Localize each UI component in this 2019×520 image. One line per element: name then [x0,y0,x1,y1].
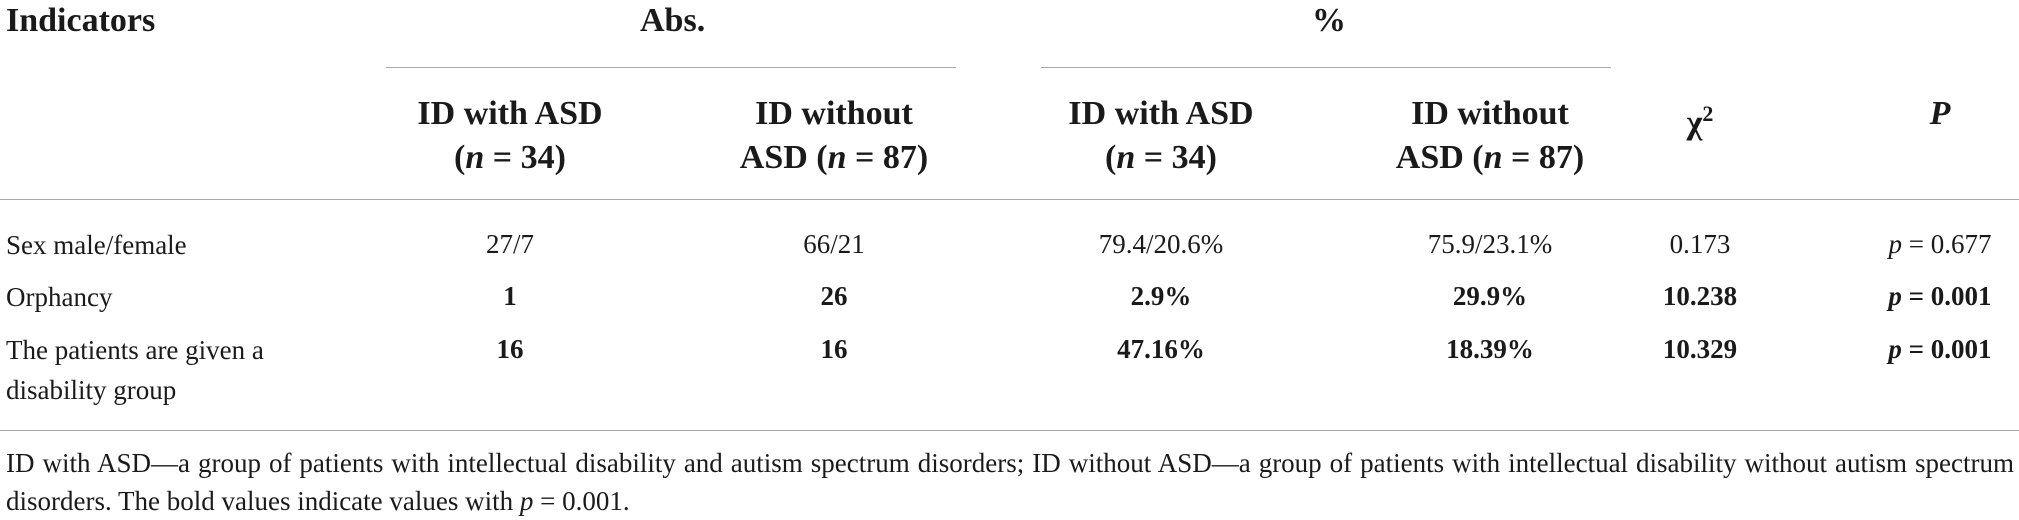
cell-disability-abs-noasd: 16 [820,334,848,364]
col-header-abs-asd-paren: ( [454,139,466,176]
col-header-abs-noasd: ID without ASD (n = 87) [684,92,984,180]
header-abs: Abs. [640,2,706,39]
col-header-abs-asd-n: n [465,139,485,176]
col-header-abs-noasd-prefix: ASD ( [739,139,828,176]
cell-orphancy-pct-asd: 2.9% [1130,281,1192,311]
col-header-pct-asd-count: = 34) [1135,139,1217,176]
col-header-abs-asd: ID with ASD (n = 34) [360,92,660,180]
table-bottom-rule [0,430,2019,431]
chi-symbol: χ [1686,104,1703,142]
cell-sex-pct-asd: 79.4/20.6% [1098,229,1224,259]
footnote-text: ID with ASD—a group of patients with int… [6,448,2014,516]
cell-disability-pct-noasd: 18.39% [1446,334,1534,364]
col-header-abs-asd-count: = 34) [484,139,566,176]
col-header-pct-noasd-line1: ID without [1411,95,1569,132]
row-label-sex: Sex male/female [6,230,187,260]
table-footnote: ID with ASD—a group of patients with int… [6,444,2014,520]
col-header-pct-asd-paren: ( [1105,139,1117,176]
col-header-pct-noasd-count: = 87) [1502,139,1585,176]
row-label-orphancy: Orphancy [6,282,113,312]
abs-group-rule [386,67,956,68]
cell-sex-chi2: 0.173 [1669,229,1731,259]
cell-sex-abs-noasd: 66/21 [803,229,865,259]
col-header-pct-asd: ID with ASD (n = 34) [1011,92,1311,180]
col-header-pct-asd-line1: ID with ASD [1068,95,1254,132]
cell-orphancy-pct-noasd: 29.9% [1452,281,1528,311]
cell-disability-p-symbol: p [1888,334,1902,364]
cell-disability-chi2: 10.329 [1662,334,1738,364]
cell-orphancy-p-value: = 0.001 [1901,281,1992,311]
cell-disability-abs-asd: 16 [496,334,524,364]
footnote-text-end: = 0.001. [533,486,630,516]
col-header-pct-noasd-prefix: ASD ( [1395,139,1484,176]
col-header-abs-noasd-line1: ID without [755,95,913,132]
col-header-abs-asd-line1: ID with ASD [417,95,603,132]
header-rule [0,199,2019,200]
col-header-p: P [1880,92,2000,136]
col-header-abs-noasd-count: = 87) [846,139,929,176]
cell-orphancy-abs-asd: 1 [503,281,517,311]
cell-sex-pct-noasd: 75.9/23.1% [1427,229,1553,259]
percent-group-rule [1041,67,1611,68]
cell-orphancy-p: p = 0.001 [1880,281,2000,312]
row-label-disability: The patients are given a disability grou… [6,335,264,405]
chi-superscript: 2 [1702,101,1714,126]
cell-disability-p-value: = 0.001 [1901,334,1992,364]
cell-sex-p-symbol: p [1888,229,1903,259]
cell-disability-p: p = 0.001 [1880,334,2000,365]
cell-orphancy-p-symbol: p [1888,281,1902,311]
cell-orphancy-abs-noasd: 26 [820,281,848,311]
col-header-pct-noasd-n: n [1483,139,1503,176]
cell-sex-p: p = 0.677 [1880,229,2000,260]
col-header-abs-noasd-n: n [827,139,847,176]
p-header-symbol: P [1929,95,1951,132]
cell-sex-p-value: = 0.677 [1902,229,1992,259]
col-header-chi2: χ2 [1640,92,1760,145]
col-header-pct-asd-n: n [1116,139,1136,176]
header-indicators: Indicators [6,2,156,39]
header-percent: % [1312,2,1346,39]
footnote-p-symbol: p [519,486,534,516]
cell-orphancy-chi2: 10.238 [1662,281,1738,311]
cell-sex-abs-asd: 27/7 [485,229,534,259]
cell-disability-pct-asd: 47.16% [1117,334,1205,364]
col-header-pct-noasd: ID without ASD (n = 87) [1340,92,1640,180]
